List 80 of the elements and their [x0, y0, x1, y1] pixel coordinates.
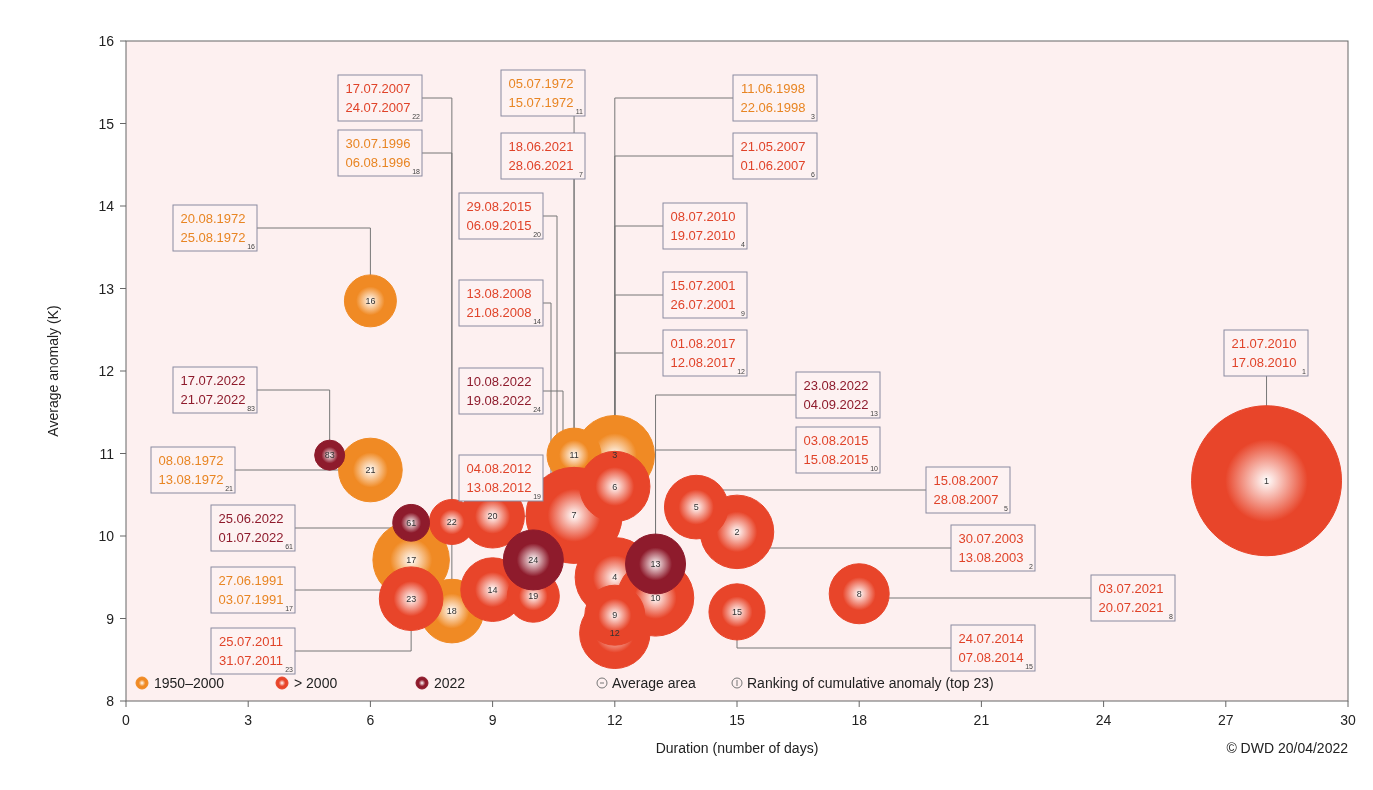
- annotation: 20.08.1972 25.08.1972: [180, 211, 246, 245]
- annotation: 25.07.2011 31.07.2011: [218, 634, 284, 668]
- annotation: 11: [569, 450, 579, 461]
- annotation: 30.07.1996 06.08.1996: [345, 136, 411, 170]
- annotation: 22: [446, 516, 457, 527]
- annotation: 17.07.2022 21.07.2022: [180, 373, 246, 407]
- annotation: 16: [365, 295, 376, 306]
- annotation: 21.05.2007 01.06.2007: [740, 139, 806, 173]
- annotation: 24.07.2014 07.08.2014: [958, 631, 1024, 665]
- annotation: Ranking of cumulative anomaly (top 23): [747, 675, 994, 691]
- annotation: 27.06.1991 03.07.1991: [218, 573, 284, 607]
- y-tick-label: 14: [98, 198, 115, 214]
- annotation: 29.08.2015 06.09.2015: [466, 199, 532, 233]
- legend-label: 1950–2000: [154, 675, 225, 691]
- annotation: 14: [487, 584, 498, 595]
- x-tick-label: 24: [1095, 712, 1112, 728]
- y-tick-label: 12: [98, 363, 115, 379]
- annotation: 10.08.2022 19.08.2022: [466, 374, 532, 408]
- y-tick-label: 10: [98, 528, 115, 544]
- annotation: 23.08.2022 04.09.2022: [803, 378, 869, 412]
- annotation: 6: [612, 481, 618, 492]
- annotation: 13.08.2008 21.08.2008: [466, 286, 532, 320]
- annotation: 03.07.2021 20.07.2021: [1098, 581, 1164, 615]
- legend-label: > 2000: [294, 675, 338, 691]
- annotation: 20: [487, 511, 498, 522]
- y-tick-label: 11: [99, 445, 115, 462]
- annotation: 12: [609, 628, 620, 639]
- annotation: 08.07.2010 19.07.2010: [670, 209, 736, 243]
- x-tick-label: 0: [122, 712, 131, 728]
- annotation: 23: [406, 593, 417, 604]
- annotation: 61: [406, 517, 417, 528]
- annotation: 17.07.2007 24.07.2007: [345, 81, 411, 115]
- y-tick-label: 13: [98, 280, 115, 297]
- annotation: 15.08.2007 28.08.2007: [933, 473, 999, 507]
- annotation: 30.07.2003 13.08.2003: [958, 531, 1024, 565]
- annotation: 01.08.2017 12.08.2017: [670, 336, 736, 370]
- annotation: 21: [365, 465, 376, 475]
- annotation: 8: [856, 588, 862, 599]
- annotation: 08.08.1972 13.08.1972: [158, 453, 224, 487]
- annotation: 5: [693, 502, 699, 513]
- text: © DWD 20/04/2022: [1226, 740, 1349, 756]
- x-axis-title: Duration (number of days): [655, 740, 819, 756]
- y-tick-label: 9: [106, 610, 115, 627]
- annotation: 18: [446, 606, 457, 617]
- annotation: 4: [612, 572, 618, 583]
- x-tick-label: 18: [851, 712, 868, 728]
- y-tick-label: 15: [98, 115, 115, 132]
- x-tick-label: 21: [973, 712, 990, 728]
- annotation: 13: [650, 559, 661, 570]
- annotation: 19: [528, 591, 539, 602]
- annotation: 7: [571, 510, 577, 521]
- annotation: 17: [406, 554, 417, 565]
- x-tick-label: 12: [607, 712, 623, 728]
- x-tick-label: 6: [366, 712, 375, 728]
- annotation: 24: [528, 554, 539, 565]
- annotation: 3: [612, 450, 618, 461]
- annotation: 04.08.2012 13.08.2012: [466, 461, 532, 495]
- x-tick-label: 9: [488, 712, 497, 728]
- annotation: 83: [324, 450, 335, 461]
- annotation: 21.07.2010 17.08.2010: [1231, 336, 1297, 370]
- annotation: 9: [612, 610, 618, 621]
- annotation: 1: [1264, 475, 1270, 486]
- x-tick-label: 27: [1218, 712, 1234, 728]
- annotation: 18.06.2021 28.06.2021: [508, 139, 574, 173]
- annotation: 2: [734, 526, 740, 537]
- x-tick-label: 3: [244, 712, 253, 728]
- annotation: 10: [650, 592, 661, 603]
- annotation: 03.08.2015 15.08.2015: [803, 433, 869, 467]
- annotation: Average area: [612, 675, 697, 691]
- annotation: 11.06.1998 22.06.1998: [740, 81, 806, 115]
- annotation: 25.06.2022 01.07.2022: [218, 511, 284, 545]
- legend-label: 2022: [434, 675, 466, 691]
- annotation: 05.07.1972 15.07.1972: [508, 76, 574, 110]
- y-tick-label: 16: [98, 33, 115, 49]
- y-tick-label: 8: [106, 693, 115, 709]
- annotation: 15.07.2001 26.07.2001: [670, 278, 736, 312]
- x-tick-label: 30: [1340, 712, 1356, 728]
- y-axis-title: Average anomaly (K): [45, 305, 61, 437]
- x-tick-label: 15: [729, 712, 745, 728]
- annotation: 15: [731, 606, 743, 617]
